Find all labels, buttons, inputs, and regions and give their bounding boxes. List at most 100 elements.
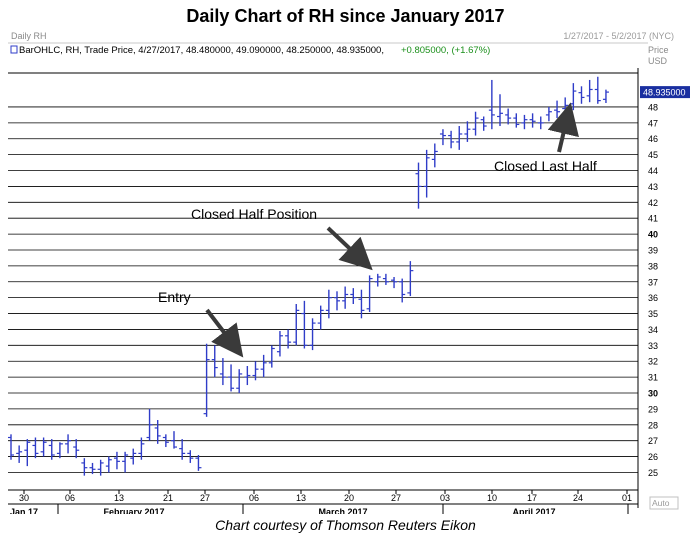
ohlc-bar <box>456 126 463 150</box>
ohlc-bar <box>431 143 438 168</box>
ohlc-bar <box>382 273 389 285</box>
ohlc-bar <box>570 83 577 111</box>
ohlc-bar <box>244 365 251 386</box>
y-tick-label: 46 <box>648 134 658 144</box>
x-month-label: March 2017 <box>318 507 367 514</box>
chart-title: Daily Chart of RH since January 2017 <box>186 6 505 26</box>
currency-label: USD <box>648 56 668 66</box>
ohlc-bar <box>334 291 340 311</box>
x-day-label: 13 <box>296 493 306 503</box>
ohlc-bar <box>594 76 601 104</box>
ohlc-bar <box>56 442 63 459</box>
x-day-label: 27 <box>200 493 210 503</box>
chart-credit: Chart courtesy of Thomson Reuters Eikon <box>215 517 476 533</box>
ohlc-bar <box>285 329 292 349</box>
ohlc-bar <box>439 129 446 146</box>
ohlc-bar <box>448 130 455 149</box>
legend-change: +0.805000, (+1.67%) <box>401 45 490 56</box>
ohlc-bar <box>578 86 585 104</box>
annotation-closed-half: Closed Half Position <box>191 206 317 222</box>
y-tick-label: 33 <box>648 341 658 351</box>
annotation-closed-last: Closed Last Half <box>494 158 597 174</box>
y-tick-label: 29 <box>648 404 658 414</box>
ohlc-bar <box>554 100 561 119</box>
ohlc-bar <box>505 108 512 125</box>
y-tick-label: 42 <box>648 198 658 208</box>
ohlc-bar <box>521 114 528 130</box>
price-label: Price <box>648 45 669 55</box>
ohlc-bar <box>113 451 120 470</box>
x-month-label: Jan 17 <box>10 507 38 514</box>
ohlc-bar <box>179 439 186 460</box>
last-price-label: 48.935000 <box>643 88 686 98</box>
y-tick-label: 38 <box>648 261 658 271</box>
ohlc-bar <box>350 288 357 305</box>
chart-area[interactable]: Daily RH 1/27/2017 - 5/2/2017 (NYC) BarO… <box>8 30 690 519</box>
ohlc-bar <box>545 106 552 122</box>
y-tick-label: 36 <box>648 293 658 303</box>
ohlc-bar <box>407 261 414 297</box>
closed-last-arrow <box>547 102 579 153</box>
ohlc-bar <box>16 445 23 463</box>
ohlc-bar <box>228 364 235 392</box>
ohlc-bar <box>472 111 479 136</box>
y-tick-label: 25 <box>648 468 658 478</box>
ohlc-bar <box>391 277 398 289</box>
ohlc-bar <box>464 121 471 142</box>
ohlc-bar <box>537 116 544 130</box>
x-day-label: 30 <box>19 493 29 503</box>
ohlc-bar <box>309 318 316 351</box>
ohlc-bar <box>488 79 495 130</box>
ohlc-bar <box>602 89 609 103</box>
ohlc-bar <box>301 300 308 349</box>
ohlc-bar <box>122 451 129 473</box>
y-tick-label: 30 <box>648 389 658 399</box>
y-tick-label: 43 <box>648 182 658 192</box>
ohlc-bar <box>171 431 177 449</box>
entry-arrow <box>205 308 244 358</box>
x-day-label: 21 <box>163 493 173 503</box>
ohlc-bar <box>342 286 349 309</box>
y-tick-label: 27 <box>648 436 658 446</box>
ohlc-bar <box>268 345 275 368</box>
ohlc-bar <box>423 149 430 198</box>
ohlc-bar <box>32 437 39 459</box>
ohlc-bar <box>97 459 104 476</box>
y-tick-label: 45 <box>648 150 658 160</box>
ohlc-bar <box>81 458 88 476</box>
x-day-label: 06 <box>65 493 75 503</box>
ohlc-bar <box>73 439 80 459</box>
x-day-label: 24 <box>573 493 583 503</box>
legend-text: BarOHLC, RH, Trade Price, 4/27/2017, 48.… <box>19 45 384 56</box>
ohlc-bar <box>138 437 145 460</box>
ohlc-bar <box>40 437 47 457</box>
ohlc-bar <box>65 434 72 454</box>
x-day-label: 10 <box>487 493 497 503</box>
x-day-label: 20 <box>344 493 354 503</box>
ohlc-bar <box>317 305 324 330</box>
ohlc-bar <box>374 273 381 287</box>
y-tick-label: 37 <box>648 277 658 287</box>
y-tick-label: 35 <box>648 309 658 319</box>
ohlc-bar <box>366 275 373 312</box>
closed-half-arrow <box>326 226 373 271</box>
ohlc-bar <box>187 450 194 463</box>
ohlc-bar <box>276 331 283 357</box>
x-month-label: April 2017 <box>512 507 555 514</box>
y-tick-label: 44 <box>648 166 658 176</box>
panel-label: Daily RH <box>11 31 47 41</box>
y-tick-label: 48 <box>648 102 658 112</box>
ohlc-bar <box>48 439 55 460</box>
ohlc-bar <box>415 162 422 209</box>
ohlc-bar <box>236 369 243 394</box>
y-tick-label: 26 <box>648 452 658 462</box>
ohlc-bar <box>8 434 14 460</box>
x-day-label: 03 <box>440 493 450 503</box>
ohlc-bar <box>480 116 487 131</box>
ohlc-bar <box>513 113 520 128</box>
y-tick-label: 39 <box>648 245 658 255</box>
annotation-entry: Entry <box>158 289 191 305</box>
auto-label: Auto <box>652 498 670 508</box>
ohlc-bar <box>252 361 259 381</box>
y-tick-label: 34 <box>648 325 658 335</box>
